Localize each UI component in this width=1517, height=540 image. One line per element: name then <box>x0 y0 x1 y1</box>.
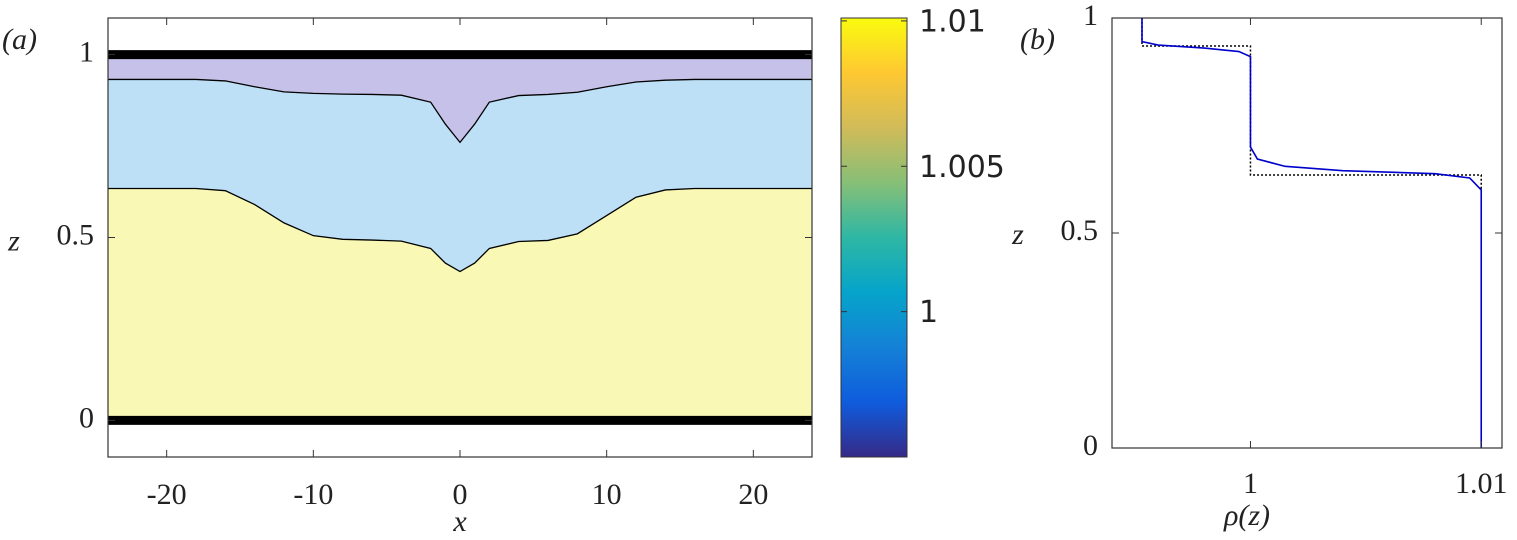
y-tick-label: 0.5 <box>1061 214 1099 247</box>
y-tick-label: 0 <box>1083 429 1098 462</box>
colorbar-tick-label: 1 <box>919 295 938 330</box>
interface-line <box>108 187 812 273</box>
y-tick-label: 0.5 <box>57 218 95 251</box>
x-tick-label: -10 <box>293 478 333 511</box>
colorbar <box>840 17 908 458</box>
x-axis-label: x <box>452 505 467 538</box>
x-tick-label: 1 <box>1243 467 1258 500</box>
y-tick-label: 0 <box>79 401 94 434</box>
panel-label: (a) <box>2 23 37 56</box>
colorbar-tick-label: 1.005 <box>919 150 1005 185</box>
panel-label: (b) <box>1020 23 1055 56</box>
y-tick-label: 1 <box>79 35 94 68</box>
x-tick-label: -20 <box>147 478 187 511</box>
layer-fill <box>108 79 812 272</box>
layer-fill <box>108 54 812 143</box>
x-tick-label: 20 <box>738 478 768 511</box>
x-tick-label: 1.01 <box>1455 467 1508 500</box>
y-tick-label: 1 <box>1083 0 1098 32</box>
colorbar-tick-label: 1.01 <box>919 4 986 39</box>
y-axis-label: z <box>7 224 20 257</box>
profile-line <box>1141 18 1483 448</box>
x-tick-label: 0 <box>453 478 468 511</box>
y-axis-label: z <box>1011 218 1024 251</box>
x-tick-label: 10 <box>592 478 622 511</box>
profile-line <box>1141 18 1482 448</box>
interface-line <box>108 78 812 144</box>
axes-box <box>1111 17 1503 449</box>
x-axis-label: ρ(z) <box>1223 499 1270 532</box>
layer-fill <box>108 188 812 421</box>
